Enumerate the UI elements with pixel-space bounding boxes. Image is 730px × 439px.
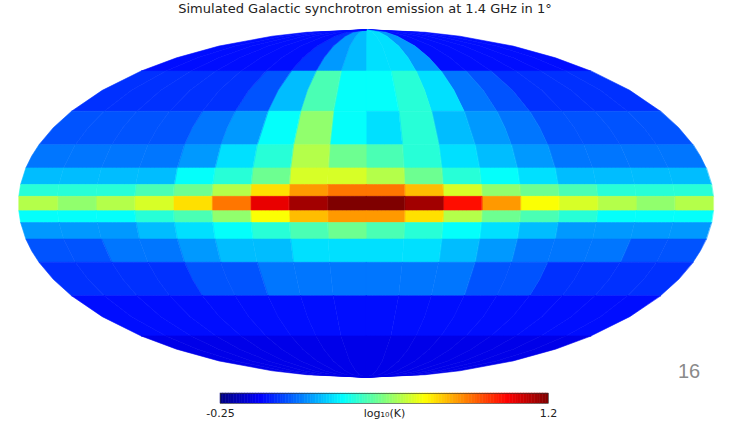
svg-text:-0.25: -0.25 xyxy=(206,407,234,420)
svg-text:log₁₀(K): log₁₀(K) xyxy=(364,407,405,420)
svg-text:1.2: 1.2 xyxy=(540,407,558,420)
html-text:16: 16 xyxy=(678,360,701,382)
html-text:Simulated Galactic synchrotron: Simulated Galactic synchrotron emission … xyxy=(178,1,552,16)
